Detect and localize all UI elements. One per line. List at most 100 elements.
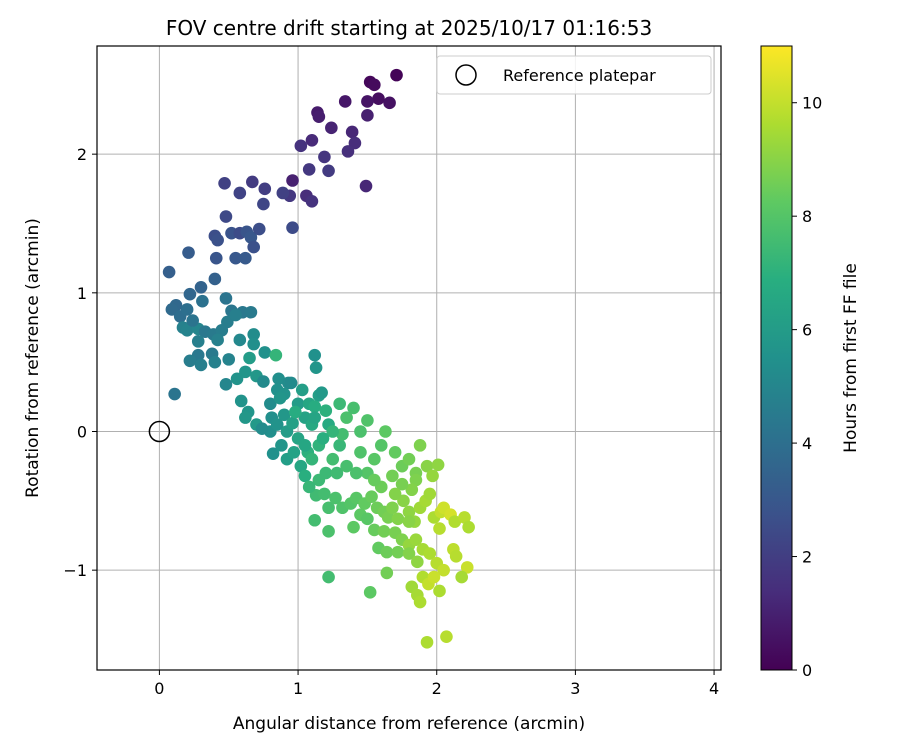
data-point (336, 427, 349, 441)
data-point (258, 182, 272, 196)
data-point (298, 439, 312, 452)
data-points (162, 68, 475, 649)
data-point (186, 314, 199, 327)
data-point (329, 491, 342, 505)
colorbar-gradient (760, 45, 793, 671)
data-point (325, 121, 338, 135)
data-point (288, 405, 302, 419)
chart-title: FOV centre drift starting at 2025/10/17 … (166, 16, 652, 40)
colorbar-tick-label: 10 (802, 94, 822, 113)
data-point (402, 452, 416, 466)
data-point (247, 337, 260, 351)
data-point (377, 525, 391, 538)
x-tick-label: 1 (293, 679, 303, 698)
data-point (191, 335, 205, 348)
data-point (294, 459, 308, 473)
data-point (386, 501, 399, 515)
data-point (211, 233, 224, 247)
y-tick-label: 1 (77, 284, 87, 303)
data-point (286, 416, 299, 430)
colorbar-tick-label: 2 (802, 548, 812, 567)
data-point (183, 287, 197, 301)
data-point (350, 466, 363, 480)
data-point (264, 397, 277, 411)
legend: Reference platepar (436, 55, 712, 95)
data-point (379, 425, 392, 438)
plot-frame (96, 45, 722, 671)
data-point (380, 566, 394, 580)
data-point (427, 570, 441, 584)
data-point (269, 348, 283, 362)
colorbar: 0 2 4 6 8 10 Hours from first FF file (760, 45, 861, 680)
data-point (255, 422, 269, 436)
data-point (411, 555, 424, 569)
data-point (287, 445, 301, 459)
data-point (365, 490, 378, 503)
data-point (209, 251, 223, 265)
data-point (386, 469, 399, 483)
data-point (194, 280, 208, 294)
data-point (318, 487, 331, 501)
data-point (319, 404, 333, 417)
x-axis-label: Angular distance from reference (arcmin) (233, 714, 585, 734)
data-point (168, 387, 181, 401)
data-point (333, 397, 346, 411)
data-point (275, 439, 288, 452)
data-point (333, 439, 346, 452)
data-point (312, 473, 326, 487)
data-point (359, 179, 373, 193)
data-point (448, 515, 462, 528)
data-point (247, 240, 260, 254)
data-point (354, 425, 367, 438)
data-point (390, 68, 403, 82)
x-tick-label: 3 (570, 679, 580, 698)
data-point (302, 480, 316, 494)
data-point (286, 221, 299, 234)
data-point (347, 401, 360, 415)
data-point (305, 133, 319, 147)
data-point (284, 376, 298, 390)
data-point (363, 586, 377, 599)
data-point (239, 365, 252, 379)
data-point (423, 547, 437, 560)
data-point (316, 432, 330, 445)
data-point (294, 139, 308, 153)
data-point (230, 372, 244, 386)
data-point (330, 466, 344, 480)
y-axis-label: Rotation from reference (arcmin) (23, 218, 43, 498)
data-point (219, 210, 233, 223)
data-point (247, 328, 260, 341)
data-point (194, 358, 208, 372)
reference-platepar-marker (148, 420, 171, 443)
data-point (309, 361, 323, 375)
data-point (462, 520, 475, 534)
data-point (233, 186, 247, 200)
data-point (423, 487, 437, 501)
data-point (273, 391, 287, 405)
data-point (258, 346, 272, 359)
data-point (276, 186, 290, 200)
data-point (215, 323, 229, 337)
data-point (308, 400, 322, 413)
data-point (381, 511, 395, 524)
data-point (391, 512, 405, 526)
data-point (246, 175, 259, 189)
y-axis-ticks: −1 0 1 2 (63, 145, 97, 580)
data-point (270, 418, 284, 431)
data-point (458, 511, 471, 524)
x-tick-label: 4 (709, 679, 719, 698)
colorbar-ticks: 0 2 4 6 8 10 (792, 94, 822, 680)
data-point (312, 110, 326, 124)
data-point (244, 231, 258, 244)
data-point (239, 251, 252, 265)
data-point (437, 563, 450, 577)
data-point (322, 525, 335, 538)
data-point (368, 523, 381, 537)
data-point (305, 195, 319, 208)
colorbar-tick-label: 4 (802, 434, 812, 453)
data-point (345, 125, 359, 139)
data-point (162, 265, 176, 279)
data-point (243, 351, 256, 365)
data-point (165, 303, 179, 316)
data-point (218, 176, 231, 190)
